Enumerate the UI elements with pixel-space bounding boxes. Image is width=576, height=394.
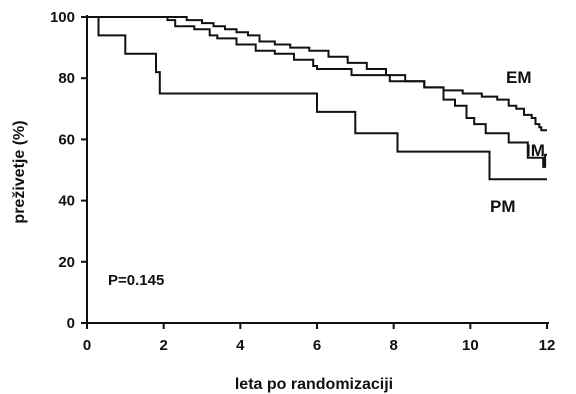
- y-tick-label: 0: [67, 315, 75, 332]
- y-tick-label: 80: [58, 70, 75, 87]
- x-axis-title: leta po randomizaciji: [235, 376, 393, 393]
- y-tick-label: 20: [58, 254, 75, 271]
- series-label-im: IM: [526, 141, 545, 160]
- ticks: 0 2 4 6 8 10 12 0 20 40 60 80 100: [50, 9, 555, 354]
- series-label-em: EM: [506, 68, 532, 87]
- y-tick-label: 60: [58, 131, 75, 148]
- x-tick-label: 2: [159, 337, 167, 354]
- plot-lines: [87, 16, 547, 181]
- x-tick-label: 4: [236, 337, 245, 354]
- y-tick-label: 40: [58, 193, 75, 210]
- x-tick-label: 6: [313, 337, 321, 354]
- series-line-im: [87, 16, 547, 168]
- y-axis-title: preživetje (%): [11, 120, 28, 223]
- y-tick-label: 100: [50, 9, 75, 26]
- x-tick-label: 12: [539, 337, 556, 354]
- series-line-em: [87, 16, 547, 132]
- x-tick-label: 0: [83, 337, 91, 354]
- p-value-annotation: P=0.145: [108, 272, 164, 289]
- x-tick-label: 8: [389, 337, 397, 354]
- series-label-pm: PM: [490, 197, 516, 216]
- x-tick-label: 10: [462, 337, 479, 354]
- series-line-pm: [87, 16, 547, 181]
